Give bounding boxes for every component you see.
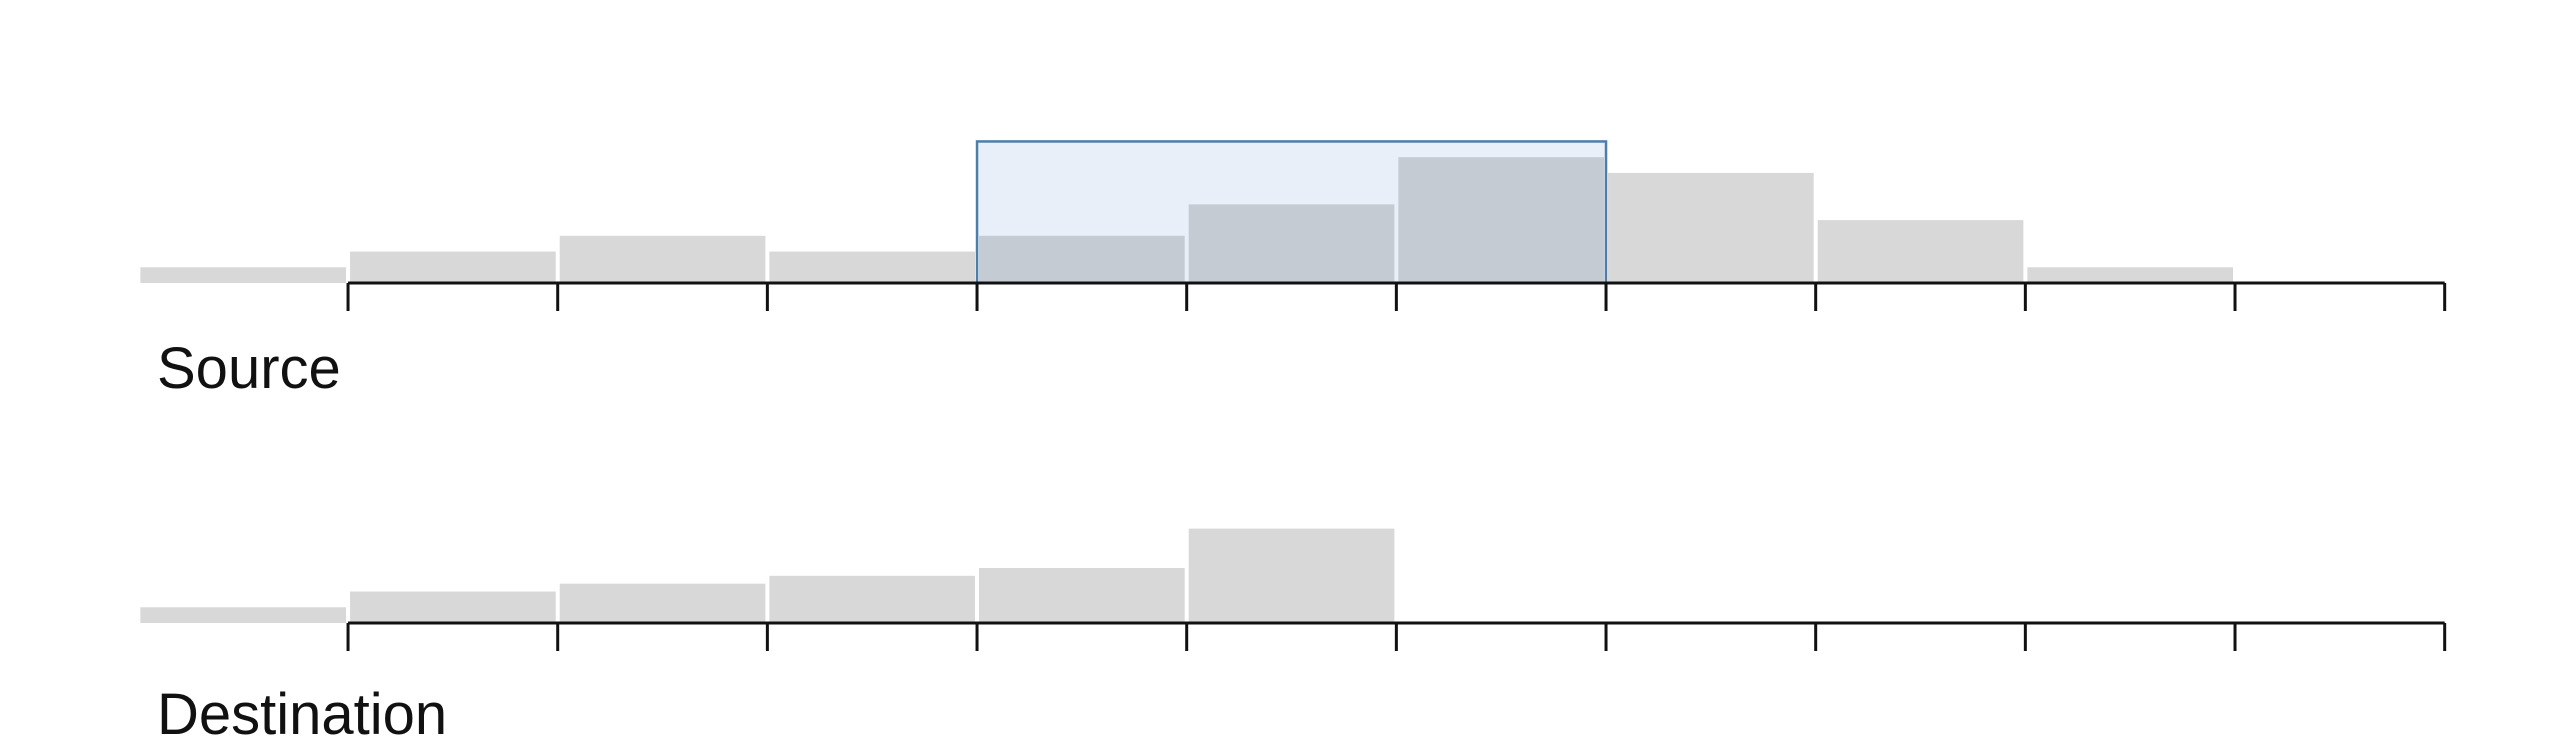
source-histogram: Source <box>140 140 2447 401</box>
destination-histogram: Destination <box>140 528 2447 742</box>
source-bar-2 <box>559 235 766 283</box>
source-bar-7 <box>1608 172 1814 283</box>
destination-label: Destination <box>157 682 447 742</box>
destination-axis <box>346 621 2447 651</box>
source-bars <box>140 157 2234 283</box>
destination-bars <box>140 528 1395 623</box>
destination-bar-0 <box>140 607 347 623</box>
destination-bar-2 <box>559 583 766 623</box>
source-axis <box>346 281 2447 311</box>
source-bar-1 <box>350 251 556 283</box>
destination-bar-5 <box>1188 528 1395 623</box>
source-bar-3 <box>769 251 976 283</box>
source-bar-8 <box>1817 220 2024 283</box>
source-bar-5 <box>1188 204 1395 283</box>
source-bar-9 <box>2027 267 2234 283</box>
destination-bar-1 <box>350 591 556 623</box>
source-bar-6 <box>1398 157 1605 283</box>
destination-bar-3 <box>769 575 976 623</box>
source-bar-4 <box>979 235 1185 283</box>
source-label: Source <box>157 336 341 401</box>
source-bar-0 <box>140 267 347 283</box>
destination-bar-4 <box>979 567 1185 623</box>
